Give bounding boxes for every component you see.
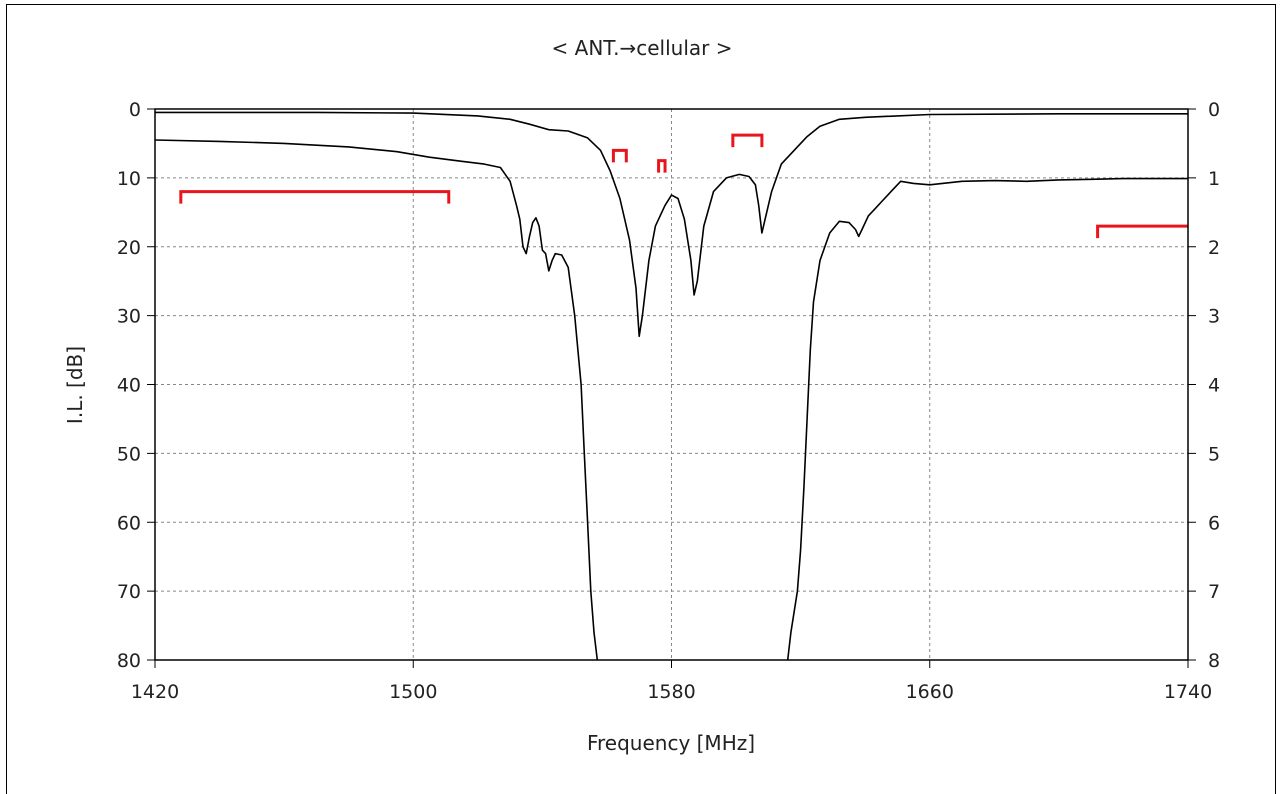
y-tick-label-left: 70 — [117, 581, 141, 603]
y-tick-label-left: 40 — [117, 375, 141, 397]
chart-frame — [6, 4, 1276, 794]
x-tick-label: 1740 — [1164, 681, 1212, 703]
plot-area-border — [154, 108, 1189, 661]
x-tick-label: 1660 — [906, 681, 954, 703]
y-tick-label-left: 30 — [117, 306, 141, 328]
chart-title: < ANT.→cellular > — [552, 36, 733, 60]
x-tick-label: 1580 — [647, 681, 695, 703]
y-tick-label-right: 6 — [1208, 512, 1220, 534]
y-tick-label-right: 4 — [1208, 375, 1220, 397]
tick-labels: 1420 1500 1580 1660 1740 0 10 20 30 40 50 60 70 80 0 1 2… — [117, 99, 1220, 703]
series-line-2 — [786, 177, 1188, 661]
y-tick-label-right: 0 — [1208, 99, 1220, 121]
series-line-1 — [154, 139, 599, 661]
x-tick-label: 1500 — [389, 681, 437, 703]
y-tick-label-left: 80 — [117, 650, 141, 672]
spec-bracket-3 — [657, 159, 667, 173]
y-tick-label-left: 10 — [117, 168, 141, 190]
y-tick-label-right: 5 — [1208, 443, 1220, 465]
y-tick-label-left: 60 — [117, 512, 141, 534]
y-axis-label: I.L. [dB] — [63, 346, 87, 424]
y-tick-label-right: 7 — [1208, 581, 1220, 603]
y-tick-label-right: 3 — [1208, 306, 1220, 328]
y-tick-label-right: 8 — [1208, 650, 1220, 672]
y-tick-label-left: 50 — [117, 443, 141, 465]
spec-bracket-4 — [731, 133, 764, 148]
grid-lines — [155, 109, 1188, 660]
y-tick-label-right: 1 — [1208, 168, 1220, 190]
y-tick-label-right: 2 — [1208, 237, 1220, 259]
x-axis-label: Frequency [MHz] — [587, 731, 755, 755]
spec-bracket-5 — [1096, 224, 1188, 239]
x-tick-label: 1420 — [131, 681, 179, 703]
series-line-3 — [155, 111, 1188, 338]
spec-brackets — [179, 133, 1188, 239]
y-tick-label-left: 20 — [117, 237, 141, 259]
spec-bracket-1 — [179, 190, 451, 204]
series-lines — [154, 111, 1188, 661]
y-tick-label-left: 0 — [129, 99, 141, 121]
spec-bracket-2 — [611, 148, 628, 163]
